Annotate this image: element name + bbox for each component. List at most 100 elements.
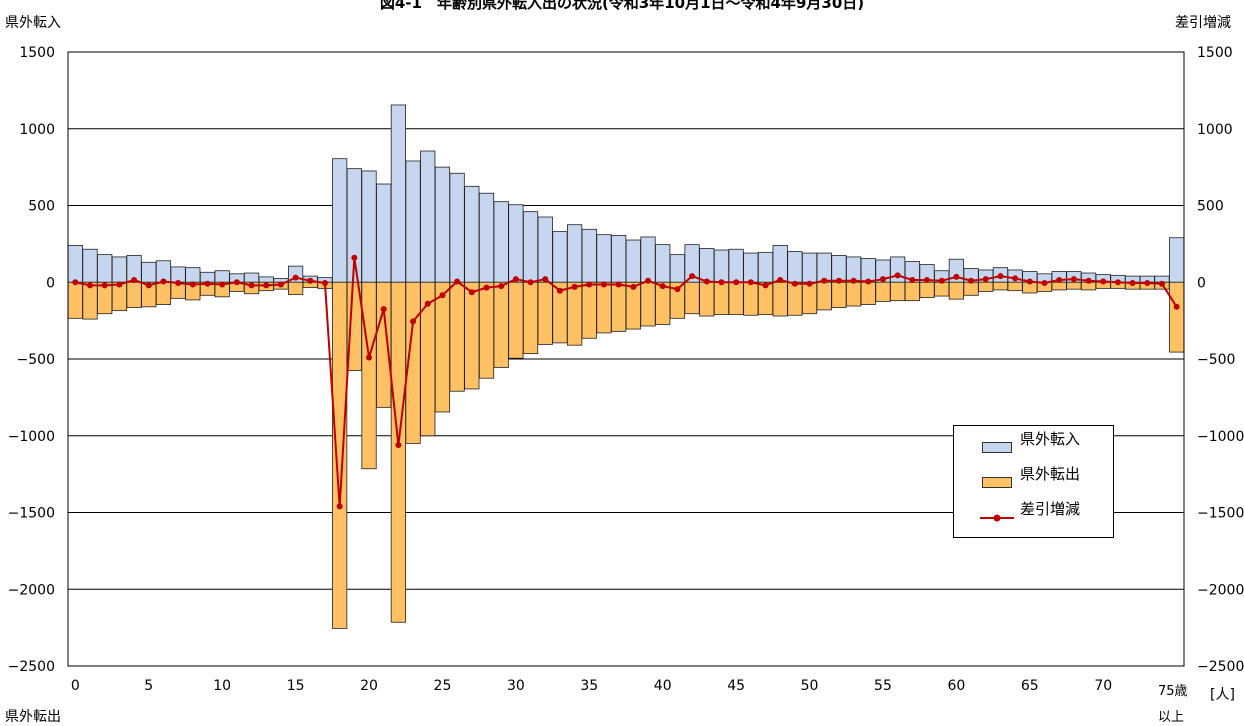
net-point (689, 273, 696, 280)
x-tick-label: 25 (434, 678, 452, 694)
net-point (894, 272, 901, 279)
x-tick-label: 5 (144, 678, 153, 694)
net-point (777, 276, 784, 283)
y-right-tick-label: −2000 (1197, 582, 1244, 598)
net-point (806, 280, 813, 287)
inflow-bar (449, 172, 465, 283)
outflow-bar (728, 281, 744, 315)
net-point (351, 254, 358, 261)
outflow-bar (963, 281, 979, 296)
inflow-bar (611, 235, 627, 283)
outflow-bar (611, 281, 627, 332)
outflow-bar (713, 281, 730, 315)
outflow-bar (596, 281, 612, 334)
outflow-bar (992, 281, 1009, 291)
inflow-bar (111, 256, 127, 283)
inflow-bar (405, 160, 421, 283)
outflow-bar (332, 281, 348, 629)
net-point (1026, 278, 1033, 285)
net-point (968, 277, 975, 284)
net-point (791, 280, 798, 287)
net-point (879, 276, 886, 283)
y-right-tick-label: −1000 (1197, 429, 1244, 445)
outflow-bar (581, 281, 597, 339)
net-point (1114, 279, 1121, 286)
outflow-bar (904, 281, 920, 302)
net-point (410, 318, 417, 325)
outflow-bar (743, 281, 759, 316)
net-point (556, 287, 563, 294)
gridlines (68, 51, 1184, 667)
outflow-bar (1066, 281, 1082, 290)
net-point (747, 279, 754, 286)
inflow-bar (728, 248, 744, 283)
net-point (116, 281, 123, 288)
net-point (263, 282, 270, 289)
x-tick-label: 20 (360, 678, 378, 694)
net-point (87, 282, 94, 289)
net-point (1056, 276, 1063, 283)
legend-swatch-outflow (982, 477, 1012, 488)
x-tick-labels: 0 5 10 15 20 25 30 35 40 45 50 55 60 65 70 (71, 678, 1112, 694)
x-tick-label: 55 (874, 678, 892, 694)
outflow-bar (831, 281, 847, 308)
net-point (527, 279, 534, 286)
y-left-tick-label: −2000 (8, 582, 55, 598)
net-point (248, 282, 255, 289)
outflow-bar (126, 281, 142, 308)
unit-label: [人] (1210, 687, 1235, 703)
chart-legend: 県外転入 県外転出 差引増減 (953, 425, 1114, 538)
net-point (938, 277, 945, 284)
net-point (865, 278, 872, 285)
net-point (1085, 277, 1092, 284)
inflow-bar (581, 228, 597, 283)
y-left-tick-label: −1500 (8, 506, 55, 522)
net-point (586, 281, 593, 288)
net-point (321, 280, 328, 287)
inflow-bar (596, 234, 612, 283)
inflow-bar (376, 183, 392, 283)
x-tick-label: 15 (287, 678, 305, 694)
inflow-bar (1169, 237, 1185, 283)
outflow-bar (493, 281, 509, 368)
net-point (674, 286, 681, 293)
last-category-label-line1: 75歳 (1158, 684, 1188, 699)
net-point (131, 276, 138, 283)
outflow-bar (978, 281, 994, 292)
outflow-bar (67, 281, 83, 319)
inflow-bar (332, 158, 348, 283)
y-right-tick-label: −2500 (1197, 659, 1244, 675)
net-point (762, 282, 769, 289)
inflow-bar (478, 192, 495, 283)
inflow-bar (787, 251, 803, 283)
net-line-series (72, 254, 1180, 510)
inflow-bar (699, 248, 715, 283)
outflow-bar (288, 281, 304, 295)
net-point (292, 274, 299, 281)
net-point (498, 283, 505, 290)
outflow-bar (890, 281, 906, 302)
y-right-tick-label: 500 (1197, 199, 1224, 215)
x-tick-label: 0 (71, 678, 80, 694)
net-point (380, 306, 387, 313)
outflow-bar (934, 281, 950, 297)
inflow-bar (390, 104, 406, 283)
net-point (512, 276, 519, 283)
outflow-bar (1169, 281, 1185, 353)
y-right-tick-label: −1500 (1197, 506, 1244, 522)
outflow-bar (787, 281, 803, 316)
inflow-bar (214, 270, 230, 283)
outflow-bar (434, 281, 451, 413)
outflow-bar (1051, 281, 1067, 291)
inflow-bar (772, 245, 788, 283)
y-left-tick-label: −500 (17, 352, 55, 368)
net-point (615, 281, 622, 288)
net-point (953, 273, 960, 280)
net-point (277, 281, 284, 288)
legend-label-inflow: 県外転入 (1020, 429, 1081, 448)
inflow-bar (757, 251, 774, 283)
net-point (483, 284, 490, 291)
inflow-bar (522, 211, 539, 283)
plot-area-border (67, 51, 1185, 667)
outflow-bar (449, 281, 465, 392)
